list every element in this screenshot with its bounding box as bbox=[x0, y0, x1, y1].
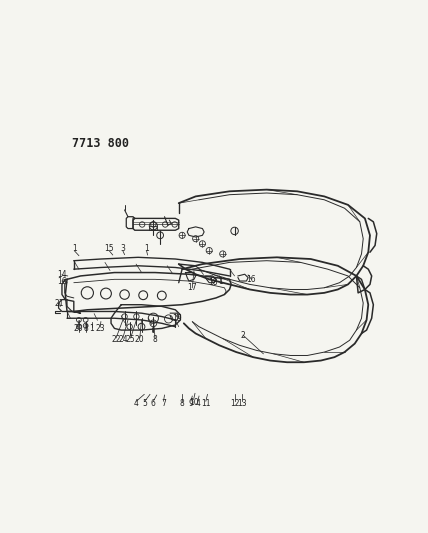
Text: 20: 20 bbox=[73, 324, 83, 333]
Text: 13: 13 bbox=[237, 399, 247, 408]
Text: 21: 21 bbox=[55, 298, 64, 308]
Text: 4: 4 bbox=[195, 399, 200, 408]
Text: 3: 3 bbox=[120, 244, 125, 253]
Text: 19: 19 bbox=[172, 314, 182, 323]
Text: 8: 8 bbox=[180, 399, 184, 408]
Text: 8: 8 bbox=[83, 324, 88, 333]
Text: 23: 23 bbox=[95, 324, 105, 333]
Text: 1: 1 bbox=[72, 244, 77, 253]
Text: 10: 10 bbox=[189, 398, 199, 407]
Bar bbox=[149, 226, 158, 230]
Text: 15: 15 bbox=[104, 244, 114, 253]
Text: 8: 8 bbox=[153, 335, 158, 344]
Text: 1: 1 bbox=[219, 277, 223, 286]
Text: 6: 6 bbox=[151, 399, 156, 408]
Text: 5: 5 bbox=[143, 399, 147, 408]
Text: 22: 22 bbox=[111, 335, 121, 344]
Text: 20: 20 bbox=[135, 335, 145, 344]
Text: 14: 14 bbox=[57, 270, 67, 279]
Text: 17: 17 bbox=[187, 283, 197, 292]
Text: 24: 24 bbox=[118, 335, 128, 344]
Text: 25: 25 bbox=[126, 335, 136, 344]
Text: 11: 11 bbox=[201, 399, 211, 408]
Text: 12: 12 bbox=[230, 399, 239, 408]
Text: 1: 1 bbox=[144, 244, 149, 253]
Text: 7: 7 bbox=[161, 399, 166, 408]
Text: 9: 9 bbox=[188, 399, 193, 408]
Text: 4: 4 bbox=[134, 399, 139, 408]
Text: 16: 16 bbox=[57, 277, 67, 286]
Text: 16: 16 bbox=[247, 275, 256, 284]
Text: 18: 18 bbox=[208, 278, 217, 287]
Text: 2: 2 bbox=[241, 330, 245, 340]
Text: 7713 800: 7713 800 bbox=[72, 138, 129, 150]
Text: 1: 1 bbox=[89, 324, 94, 333]
